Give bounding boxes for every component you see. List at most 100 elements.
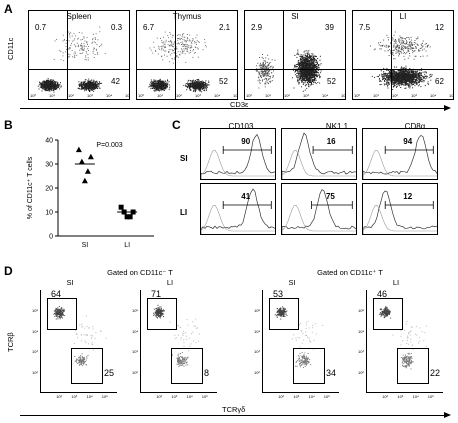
tcr-plot-4: 46 22 10² 10³ 10⁴ 10⁵ 10² 10³ 10⁴ 10⁵ [358,289,443,399]
histogram-li-2: 75 [281,183,357,235]
quadrant-upper-right: 12 [435,23,444,32]
y-tick-label: 10⁵ [32,308,39,314]
gate-tcrb [147,298,177,330]
x-tick-label: 10⁵ [233,93,238,98]
x-tick-label: 10¹ [265,93,271,98]
histogram-curve [201,188,275,234]
panel-label-d: D [4,264,13,278]
x-tick-label: 10⁴ [322,93,329,98]
gate-value-lower: 22 [430,368,441,378]
tcr-plot-1: 64 25 10² 10³ 10⁴ 10⁵ 10² 10³ 10⁴ 10⁵ [32,289,117,399]
group-title-cd11c-pos: Gated on CD11c⁺ T [317,268,383,277]
tcr-plot-3: 53 34 10² 10³ 10⁴ 10⁵ 10² 10³ 10⁴ 10⁵ [254,289,339,399]
y-tick-label: 10³ [358,349,364,355]
y-tick-label: 10⁴ [358,328,365,334]
x-tick-label: 10² [382,394,388,399]
quadrant-upper-right: 0.3 [111,23,123,32]
y-tick-label: 10² [32,369,38,375]
tcr-plot-2: 71 8 10² 10³ 10⁴ 10⁵ 10² 10³ 10⁴ 10⁵ [132,289,217,399]
dot-cloud [153,304,200,367]
histogram-si-3: 94 [362,128,438,180]
x-tick-label: 10¹ [157,93,163,98]
arrowhead-icon [444,412,451,418]
y-tick-label: 10³ [132,349,138,355]
group-title-cd11c-neg: Gated on CD11c⁻ T [107,268,173,277]
gate-value-upper: 53 [273,289,284,299]
histogram-gate-value: 41 [241,192,251,201]
x-tick-label: 10⁵ [101,394,108,399]
quadrant-upper-left: 7.5 [359,23,371,32]
plot-title-si: SI [288,278,296,287]
dot-cloud [379,306,427,370]
quadrant-upper-left: 6.7 [143,23,155,32]
gate-tcrgd [397,348,429,384]
x-tick-label: 10² [68,93,74,98]
histogram-gate-value: 94 [403,137,413,146]
histogram-gate-value: 75 [325,192,335,201]
gate-tcrb [269,298,299,330]
plot-title: Thymus [172,12,202,21]
x-tick-label: 10⁴ [412,394,419,399]
y-tick-label: 10² [254,369,260,375]
y-tick-label: 10⁴ [32,328,39,334]
quadrant-upper-right: 39 [325,23,334,32]
dot-cloud [370,31,433,90]
x-tick-label: 10⁰ [354,93,361,98]
y-tick-label: 10 [45,210,53,217]
plot-title: LI [399,12,407,21]
data-point-square [124,214,130,220]
gate-value-lower: 25 [104,368,115,378]
x-tick-label: 10⁴ [308,394,315,399]
plot-title-li: LI [392,278,400,287]
x-tick-label: 10⁵ [341,93,346,98]
y-tick-label: 10² [358,369,364,375]
y-tick-label: 10⁵ [358,308,365,314]
plot-title-si: SI [66,278,74,287]
histogram-curve [282,132,356,179]
y-tick-label: 10² [132,369,138,375]
data-point-triangle [81,177,88,184]
x-tick-label: 10⁵ [201,394,208,399]
histogram-gate-value: 16 [326,137,336,146]
panel-label-a: A [4,2,13,16]
gate-value-lower: 8 [204,368,210,378]
quadrant-lower-right: 52 [219,77,228,86]
x-tick-label: 10⁴ [106,93,113,98]
plot-title: Spleen [66,12,92,21]
gate-tcrb [47,298,77,330]
flow-plot-li: LI 7.5 12 62 10⁰ 10¹ 10² 10³ 10⁴ 10⁵ [352,10,454,100]
y-tick-label: 10⁴ [254,328,261,334]
x-tick-label: 10³ [411,93,417,98]
gate-value-upper: 46 [377,289,388,299]
y-tick-label: 10⁴ [132,328,139,334]
x-tick-label: 10² [176,93,182,98]
dot-cloud [274,306,324,368]
panel-a-x-axis-arrow [20,108,446,109]
x-tick-label: 10¹ [373,93,379,98]
histogram-column-cd8a: CD8α [404,122,426,131]
x-tick-label: 10⁵ [125,93,130,98]
histogram-row-li: LI [180,208,188,217]
histogram-gate-value: 12 [403,192,413,201]
histogram-curve [201,133,275,179]
x-tick-label: 10² [156,394,162,399]
gate-value-upper: 64 [51,289,62,299]
gate-tcrb [373,298,403,330]
histogram-curve [282,189,356,234]
x-tick-label: 10⁵ [323,394,330,399]
dot-cloud [148,31,210,93]
gate-tcrgd [293,348,325,384]
x-tick-label: 10³ [397,394,404,399]
x-tick-label: 10¹ [49,93,55,98]
plot-title-li: LI [166,278,174,287]
x-tick-label: SI [82,242,89,249]
quadrant-upper-left: 0.7 [35,23,47,32]
y-axis-label: % of CD11c⁺ T cells [27,156,34,219]
x-tick-label: 10³ [71,394,78,399]
x-tick-label: 10³ [171,394,178,399]
x-tick-label: 10⁵ [427,394,434,399]
arrowhead-icon [444,105,451,111]
panel-d-x-axis-label: TCRγδ [222,405,246,414]
y-tick-label: 0 [49,234,53,241]
flow-plot-thymus: Thymus 6.7 2.1 52 10⁰ 10¹ 10² 10³ 10⁴ 10⁵ [136,10,238,100]
